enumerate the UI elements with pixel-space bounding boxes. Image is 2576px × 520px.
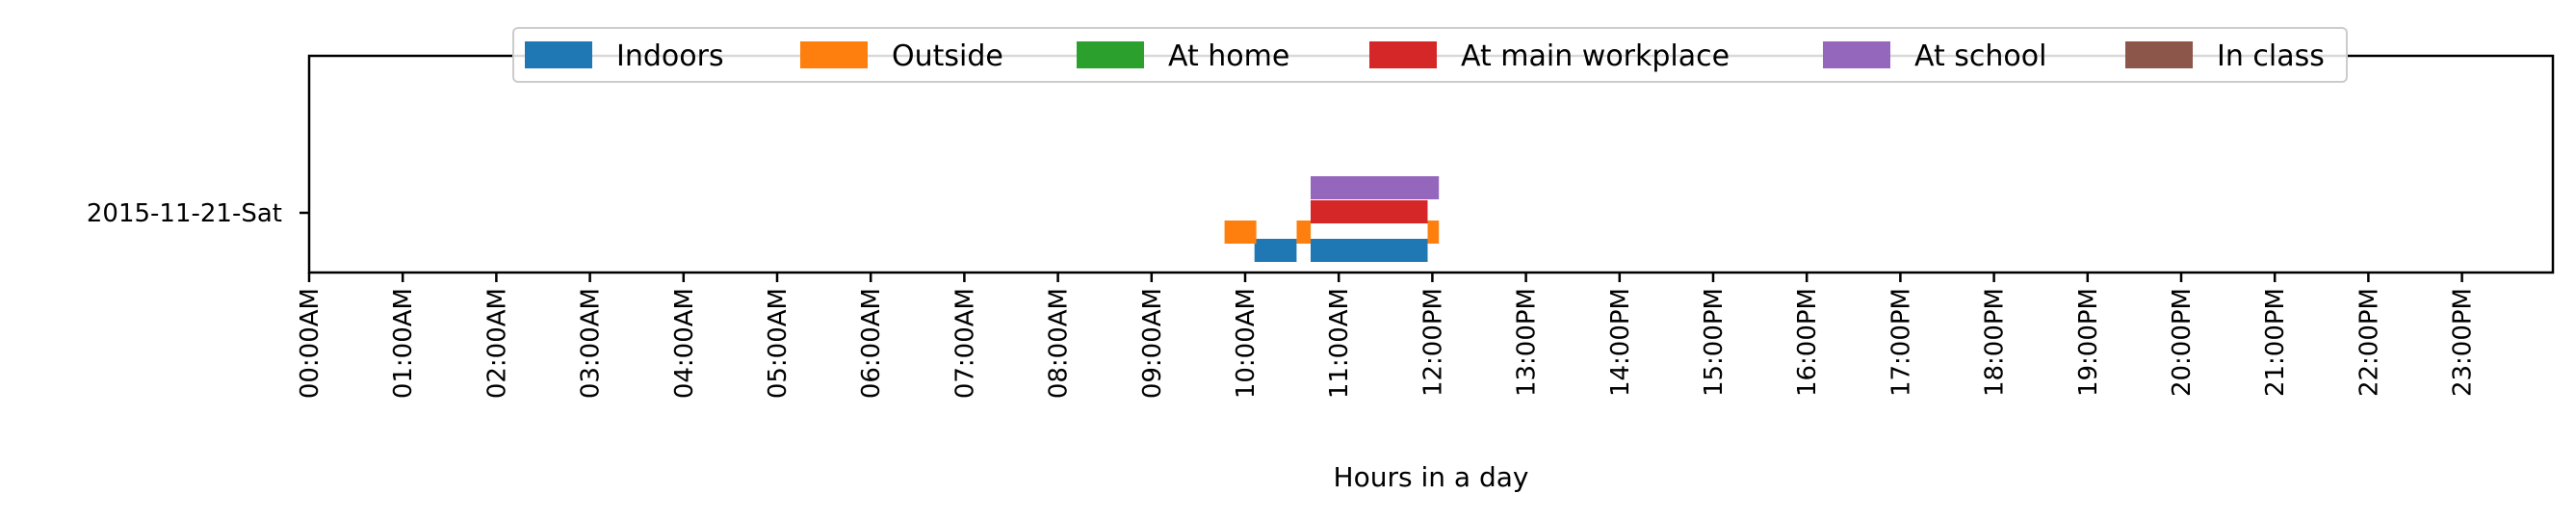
legend-label-at-main-workplace: At main workplace <box>1461 39 1730 73</box>
legend-swatch-at-school <box>1823 41 1890 68</box>
x-tick-label: 14:00PM <box>1606 288 1635 397</box>
x-axis: 00:00AM 01:00AM 02:00AM 03:00AM 04:00AM 05:00… <box>296 273 2478 399</box>
y-axis: 2015-11-21-Sat <box>87 199 309 228</box>
x-tick-label: 09:00AM <box>1138 288 1167 399</box>
bar-at-school-0 <box>1311 176 1440 199</box>
x-tick-label: 16:00PM <box>1793 288 1822 397</box>
x-tick-label: 01:00AM <box>389 288 418 399</box>
x-tick-label: 11:00AM <box>1325 288 1354 399</box>
bars-layer <box>1224 176 1440 262</box>
legend: Indoors Outside At home At main workplace At… <box>512 27 2348 83</box>
bar-indoors-1 <box>1311 239 1428 262</box>
bar-outside-2 <box>1427 221 1440 244</box>
bar-outside-1 <box>1296 221 1312 244</box>
legend-swatch-at-main-workplace <box>1369 41 1437 68</box>
x-tick-label: 10:00AM <box>1232 288 1261 399</box>
legend-swatch-indoors <box>525 41 592 68</box>
x-tick-label: 04:00AM <box>670 288 699 399</box>
x-tick-label: 00:00AM <box>296 288 325 399</box>
x-tick-label: 13:00PM <box>1513 288 1542 397</box>
legend-label-in-class: In class <box>2217 39 2325 73</box>
x-tick-label: 22:00PM <box>2355 288 2383 397</box>
legend-label-at-school: At school <box>1914 39 2046 73</box>
x-tick-label: 18:00PM <box>1981 288 2010 397</box>
bar-at-main-workplace-0 <box>1311 200 1428 223</box>
x-axis-label: Hours in a day <box>1334 461 1529 493</box>
x-tick-label: 07:00AM <box>950 288 979 399</box>
x-tick-label: 15:00PM <box>1700 288 1729 397</box>
bar-indoors-0 <box>1254 239 1297 262</box>
legend-swatch-at-home <box>1077 41 1144 68</box>
x-tick-label: 20:00PM <box>2168 288 2197 397</box>
legend-swatch-in-class <box>2125 41 2193 68</box>
x-tick-label: 02:00AM <box>482 288 511 399</box>
legend-swatch-outside <box>800 41 868 68</box>
x-tick-label: 21:00PM <box>2261 288 2290 397</box>
x-tick-label: 08:00AM <box>1045 288 1074 399</box>
x-tick-label: 19:00PM <box>2074 288 2103 397</box>
x-tick-label: 23:00PM <box>2449 288 2478 397</box>
legend-label-at-home: At home <box>1168 39 1289 73</box>
bar-outside-0 <box>1224 221 1257 244</box>
x-tick-label: 06:00AM <box>857 288 886 399</box>
x-tick-label: 17:00PM <box>1886 288 1915 397</box>
legend-label-indoors: Indoors <box>616 39 724 73</box>
x-tick-label: 12:00PM <box>1418 288 1447 397</box>
x-tick-label: 03:00AM <box>577 288 606 399</box>
legend-label-outside: Outside <box>892 39 1003 73</box>
x-tick-label: 05:00AM <box>764 288 793 399</box>
y-tick-label: 2015-11-21-Sat <box>87 199 282 228</box>
